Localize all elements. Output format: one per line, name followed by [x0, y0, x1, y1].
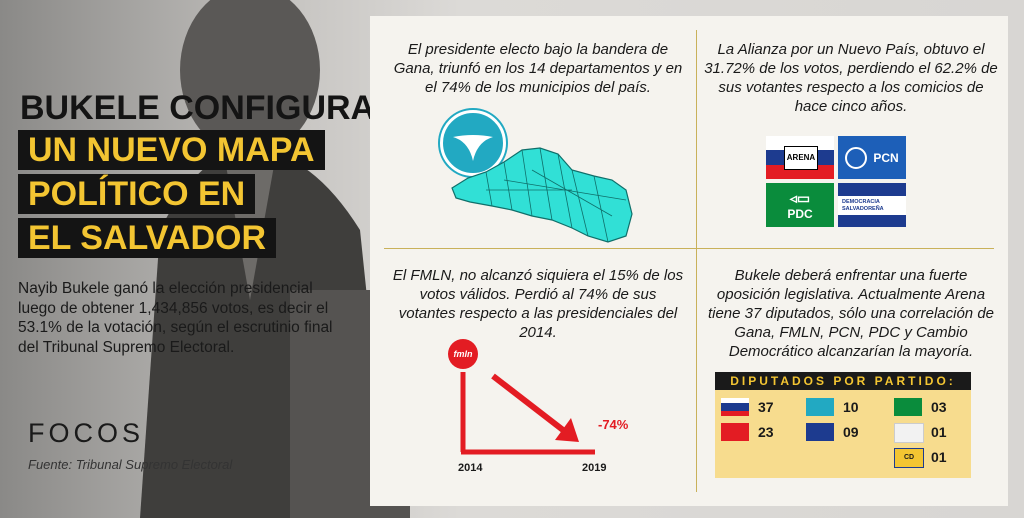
pdc-chip — [894, 398, 922, 416]
diputados-header: DIPUTADOS POR PARTIDO: — [715, 372, 971, 390]
focos-logo-text: FOCOS — [28, 418, 145, 448]
year-end: 2019 — [582, 462, 607, 474]
year-start: 2014 — [458, 462, 483, 474]
pcn-logo: PCN — [838, 136, 906, 179]
fmln-seats: 23 — [758, 424, 774, 440]
focos-logo: FOCOS — [28, 418, 144, 449]
change-label: -74% — [598, 417, 629, 432]
headline-line-4: EL SALVADOR — [18, 218, 277, 258]
arena-logo: ARENA — [766, 136, 834, 179]
fmln-chip — [721, 423, 749, 441]
alianza-text: La Alianza por un Nuevo País, obtuvo el … — [704, 41, 998, 115]
arena-logo-text: ARENA — [784, 146, 818, 170]
gana-text: El presidente electo bajo la bandera de … — [393, 41, 683, 96]
vertical-divider — [696, 30, 697, 492]
pcn-chip — [806, 423, 834, 441]
diputados-table — [715, 390, 971, 478]
headline-line-1: BUKELE CONFIGURA — [20, 89, 376, 127]
ds-logo-text: DEMOCRACIA SALVADOREÑA — [842, 199, 884, 212]
fmln-decline-chart — [460, 372, 595, 455]
headline-line-3: POLÍTICO EN — [18, 174, 256, 214]
independiente-chip — [894, 423, 924, 443]
arena-chip — [721, 398, 749, 416]
pcn-logo-text: PCN — [873, 150, 899, 165]
independiente-seats: 01 — [931, 424, 947, 440]
intro-paragraph: Nayib Bukele ganó la elección presidenci… — [18, 280, 333, 356]
pcn-emblem-icon — [845, 146, 868, 169]
legislative-text: Bukele deberá enfrentar una fuerte oposi… — [707, 267, 995, 360]
el-salvador-map — [451, 147, 633, 243]
swallow-icon — [453, 135, 493, 161]
gana-seats: 10 — [843, 399, 859, 415]
source-note: Fuente: Tribunal Supremo Electoral — [28, 457, 233, 472]
cd-seats: 01 — [931, 449, 947, 465]
fmln-text: El FMLN, no alcanzó siquiera el 15% de l… — [392, 267, 684, 341]
pcn-seats: 09 — [843, 424, 859, 440]
gana-logo — [440, 110, 506, 176]
pdc-logo: ◃▭ PDC — [766, 183, 834, 227]
headline-line-2: UN NUEVO MAPA — [18, 130, 325, 170]
arena-seats: 37 — [758, 399, 774, 415]
pdc-seats: 03 — [931, 399, 947, 415]
democracia-salvadorena-logo: DEMOCRACIA SALVADOREÑA — [838, 183, 906, 227]
fmln-logo: fmln — [448, 339, 478, 369]
pdc-logo-text: PDC — [787, 206, 813, 221]
gana-chip — [806, 398, 834, 416]
fish-icon: ◃▭ — [789, 189, 811, 206]
cd-chip: CD — [894, 448, 924, 468]
horizontal-divider — [384, 248, 994, 249]
